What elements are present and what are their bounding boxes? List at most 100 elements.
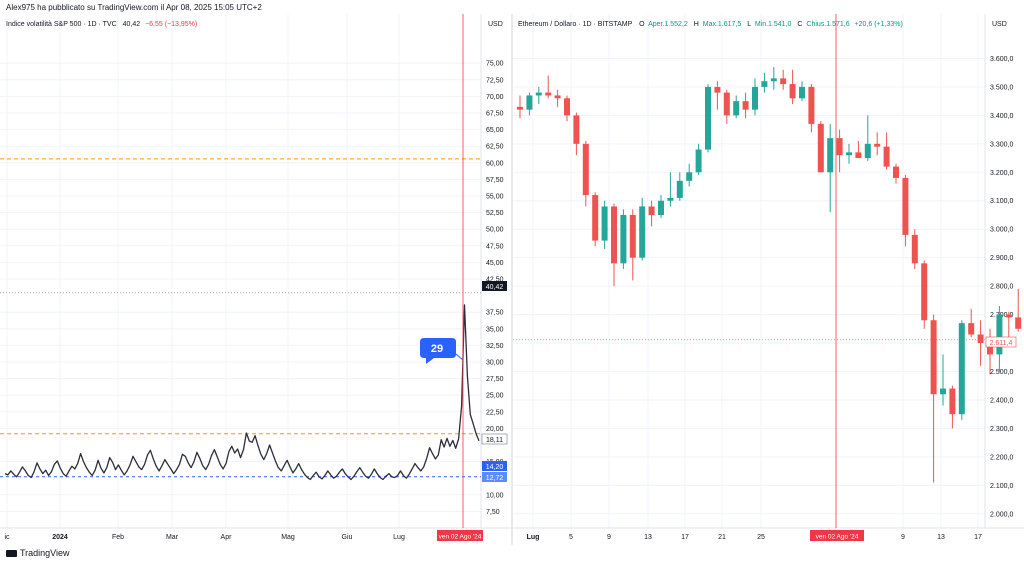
eth-candle-body <box>592 195 599 241</box>
vix-y-tick: 55,00 <box>486 194 504 201</box>
eth-x-tick: 9 <box>607 534 611 541</box>
tradingview-logo-icon <box>6 549 17 557</box>
eth-close: Chius.1.571,6 <box>806 21 849 28</box>
vix-y-tick: 10,00 <box>486 492 504 499</box>
eth-candle-body <box>686 172 693 181</box>
eth-candle-body <box>611 206 617 264</box>
eth-y-tick: 2.300,0 <box>990 426 1013 433</box>
eth-y-tick: 2.400,0 <box>990 397 1013 404</box>
eth-y-tick: 2.200,0 <box>990 454 1013 461</box>
eth-c-label: C <box>797 21 802 28</box>
eth-title: Ethereum / Dollaro · 1D · BITSTAMP <box>518 21 633 28</box>
eth-candle-body <box>639 206 646 258</box>
eth-candle-body <box>517 106 523 110</box>
vix-y-tick: 57,50 <box>486 177 504 184</box>
eth-candle-body <box>733 101 740 116</box>
vix-y-tick: 20,00 <box>486 426 504 433</box>
eth-candle-body <box>874 143 881 147</box>
eth-y-tick: 3.500,0 <box>990 84 1013 91</box>
eth-x-tick: 25 <box>757 534 765 541</box>
eth-candle-body <box>921 263 928 321</box>
eth-candle-body <box>930 320 937 395</box>
vix-y-tick: 70,00 <box>486 94 504 101</box>
eth-candle-body <box>968 323 975 335</box>
eth-candle-body <box>893 166 899 178</box>
eth-y-tick: 3.100,0 <box>990 198 1013 205</box>
vix-last-value: 40,42 <box>123 21 141 28</box>
eth-candle-body <box>564 98 570 116</box>
vix-y-tick: 50,00 <box>486 227 504 234</box>
eth-legend[interactable]: Ethereum / Dollaro · 1D · BITSTAMP O Ape… <box>518 21 903 28</box>
svg-text:2.611,4: 2.611,4 <box>990 340 1013 347</box>
vix-series-line <box>4 304 480 481</box>
vix-legend[interactable]: Indice volatilità S&P 500 · 1D · TVC 40,… <box>6 21 197 28</box>
vix-y-tick: 32,50 <box>486 343 504 350</box>
eth-grid: 3.600,0 3.500,0 3.400,0 3.300,0 3.200,0 3.100… <box>513 14 1013 541</box>
eth-x-tick: 17 <box>974 534 982 541</box>
vix-title: Indice volatilità S&P 500 · 1D · TVC <box>6 21 117 28</box>
eth-x-tick: 17 <box>681 534 689 541</box>
vix-x-tick: Mar <box>166 534 179 541</box>
eth-candle-body <box>770 78 777 82</box>
eth-y-tick: 3.200,0 <box>990 170 1013 177</box>
eth-y-tick: 2.800,0 <box>990 284 1013 291</box>
eth-candle-body <box>573 115 580 144</box>
eth-candle-body <box>620 214 627 264</box>
vix-horizontal-levels[interactable] <box>0 158 481 478</box>
eth-candle-body <box>752 86 758 110</box>
vix-y-tick: 67,50 <box>486 111 504 118</box>
eth-candle-body <box>864 143 871 159</box>
eth-candle-body <box>761 81 768 87</box>
eth-candles <box>513 66 1022 483</box>
eth-candle-body <box>902 177 909 235</box>
svg-text:40,42: 40,42 <box>486 284 504 291</box>
eth-low: Min.1.541,0 <box>755 21 792 28</box>
eth-currency: USD <box>992 21 1007 28</box>
vix-x-tick: Mag <box>281 534 295 541</box>
eth-candle-body <box>648 206 655 215</box>
vix-y-tick: 52,50 <box>486 210 504 217</box>
annotation-callout[interactable]: 29 <box>420 338 464 364</box>
vix-y-tick: 30,00 <box>486 360 504 367</box>
vix-date-tag: ven 02 Ago '24 <box>437 530 483 541</box>
eth-y-tick: 3.600,0 <box>990 56 1013 63</box>
publisher-header: Alex975 ha pubblicato su TradingView.com… <box>6 3 262 12</box>
svg-text:14,20: 14,20 <box>486 464 504 471</box>
annotation-label: 29 <box>431 343 443 355</box>
eth-y-tick: 2.100,0 <box>990 483 1013 490</box>
vix-x-tick: ic <box>4 534 10 541</box>
eth-candle-body <box>799 86 805 99</box>
vix-y-tick: 22,50 <box>486 409 504 416</box>
vix-y-tick: 65,00 <box>486 127 504 134</box>
eth-candle-body <box>535 92 542 96</box>
vix-y-tick: 62,50 <box>486 144 504 151</box>
eth-candle-body <box>658 200 664 215</box>
svg-text:ven 02 Ago '24: ven 02 Ago '24 <box>816 534 859 541</box>
eth-high: Max.1.617,5 <box>703 21 742 28</box>
eth-candle-body <box>996 314 1003 355</box>
vix-y-tick: 47,50 <box>486 243 504 250</box>
eth-candle-body <box>780 78 787 85</box>
svg-text:ven 02 Ago '24: ven 02 Ago '24 <box>439 534 482 541</box>
eth-candle-body <box>846 152 852 156</box>
vix-current-price-tag: 40,42 <box>482 281 507 291</box>
eth-candle-body <box>827 138 834 173</box>
eth-y-tick: 2.000,0 <box>990 511 1013 518</box>
eth-y-tick: 3.300,0 <box>990 141 1013 148</box>
svg-text:12,72: 12,72 <box>486 475 504 482</box>
eth-candle-body <box>601 206 608 241</box>
tradingview-logo[interactable]: TradingView <box>6 548 70 558</box>
eth-y-tick: 2.900,0 <box>990 255 1013 262</box>
eth-candle-body <box>554 95 561 99</box>
vix-y-tick: 25,00 <box>486 393 504 400</box>
eth-candle-body <box>836 138 843 156</box>
eth-candle-body <box>911 234 918 264</box>
eth-date-tag: ven 02 Ago '24 <box>810 530 864 541</box>
eth-x-tick: 13 <box>937 534 945 541</box>
vix-y-tick: 7,50 <box>486 509 500 516</box>
vix-y-tick: 72,50 <box>486 77 504 84</box>
eth-price-tag: 2.611,4 <box>985 336 1017 348</box>
vix-change: −6,55 (−13,95%) <box>145 21 197 28</box>
vix-series <box>4 304 480 481</box>
